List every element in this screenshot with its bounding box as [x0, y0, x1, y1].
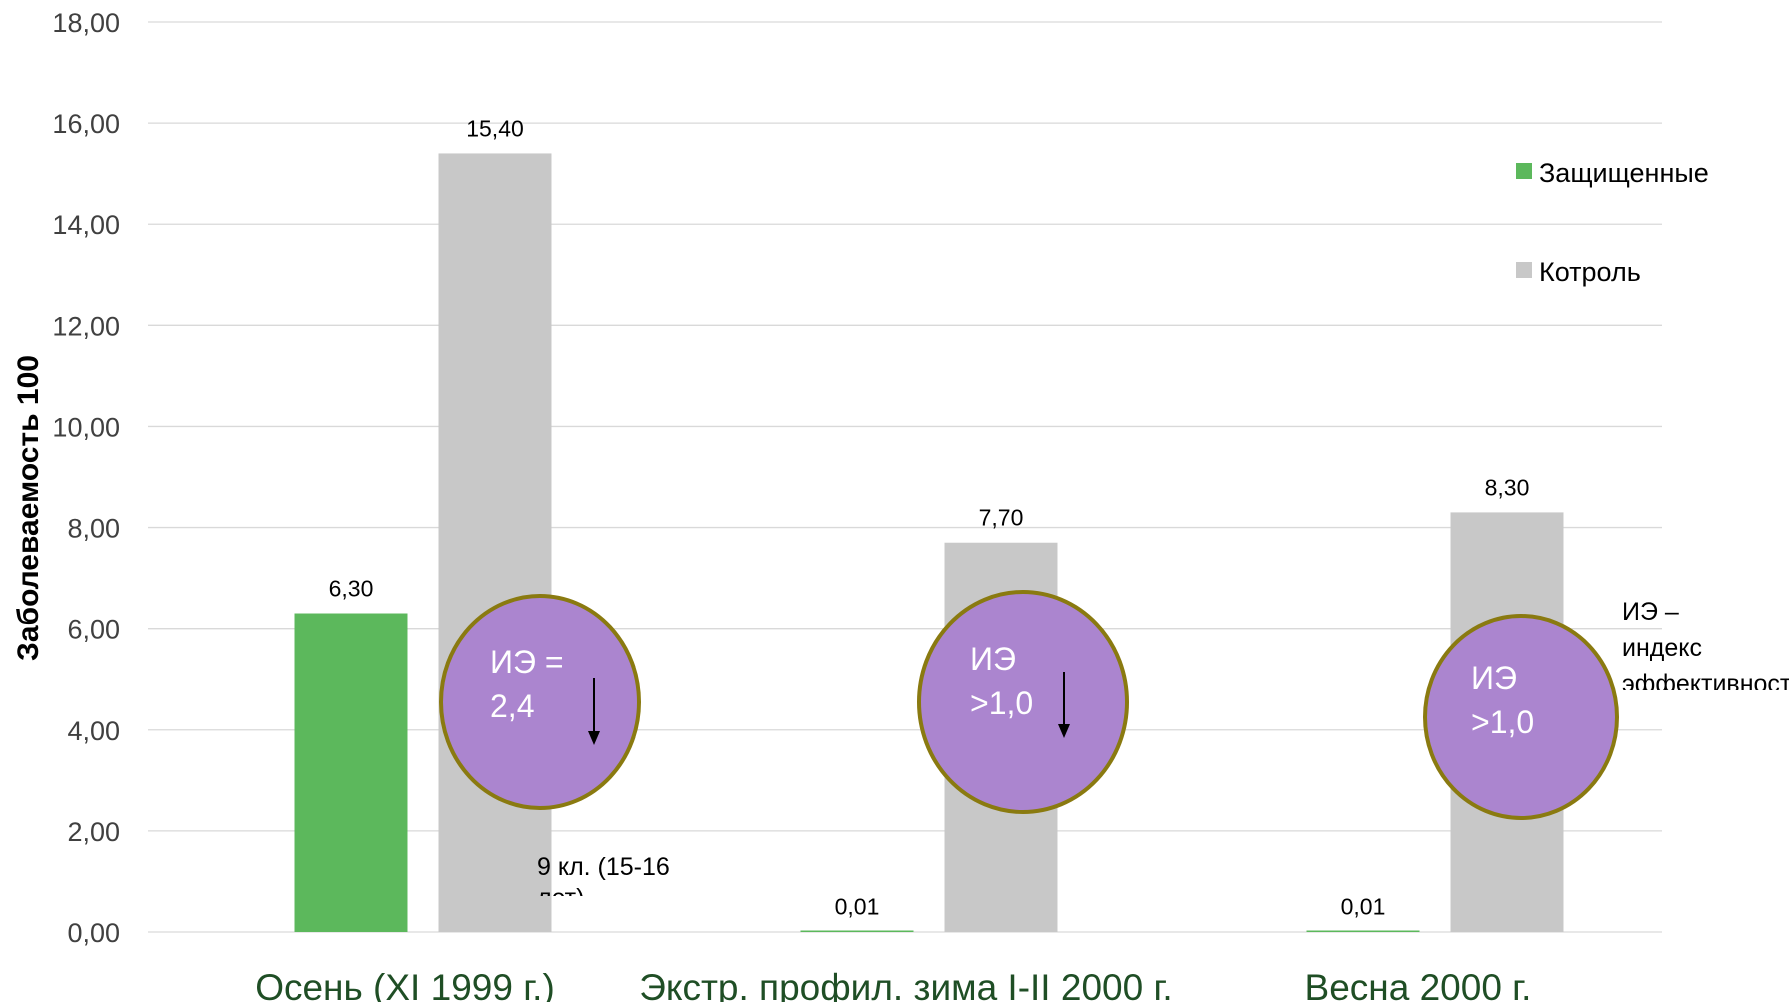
- y-tick-label: 6,00: [67, 615, 120, 645]
- circle-text: ИЭ: [970, 641, 1016, 677]
- y-axis-ticks: 0,00 2,00 4,00 6,00 8,00 10,00 12,00 14,00 16,00…: [52, 8, 120, 948]
- y-tick-label: 8,00: [67, 514, 120, 544]
- category-label: Весна 2000 г.: [1305, 967, 1532, 1002]
- y-tick-label: 2,00: [67, 817, 120, 847]
- circle-text: 2,4: [490, 688, 534, 724]
- y-axis-label: Заболеваемость 100: [12, 355, 45, 661]
- legend-label: Защищенные: [1539, 158, 1709, 188]
- legend-label: Котроль: [1539, 257, 1641, 287]
- legend-swatch: [1516, 163, 1532, 179]
- efficiency-index-circle: [1423, 614, 1619, 820]
- circle-text: >1,0: [970, 685, 1033, 721]
- efficiency-index-circle: [917, 590, 1129, 814]
- bars: [294, 153, 1564, 932]
- category-label: Экстр. профил. зима I-II 2000 г.: [639, 967, 1172, 1002]
- bar-protected-1: [294, 613, 408, 932]
- efficiency-index-circle: [439, 594, 641, 810]
- y-tick-label: 4,00: [67, 716, 120, 746]
- data-label: 15,40: [466, 115, 524, 141]
- legend-swatch: [1516, 262, 1532, 278]
- bar-protected-2: [800, 930, 914, 932]
- data-labels: 6,30 15,40 0,01 7,70 0,01 8,30: [329, 115, 1530, 919]
- legend: Защищенные Котроль: [1516, 158, 1709, 287]
- annotations: ИЭ = 2,4 ИЭ >1,0 ИЭ >1,0 9 кл. (15-16 лет) ИЭ – и…: [439, 590, 1789, 912]
- data-label: 8,30: [1485, 474, 1530, 500]
- data-label: 7,70: [979, 505, 1024, 531]
- circle-text: ИЭ =: [490, 644, 564, 680]
- down-arrow-head-icon: [588, 731, 600, 745]
- y-tick-label: 10,00: [52, 412, 120, 442]
- y-tick-label: 0,00: [67, 918, 120, 948]
- y-tick-label: 14,00: [52, 210, 120, 240]
- bar-protected-3: [1306, 930, 1420, 932]
- y-tick-label: 18,00: [52, 8, 120, 38]
- bar-control-1: [438, 153, 552, 932]
- note-right: ИЭ – индекс эффективности: [1622, 598, 1789, 698]
- y-tick-label: 16,00: [52, 109, 120, 139]
- note-right-line: ИЭ –: [1622, 598, 1679, 626]
- circle-text: ИЭ: [1471, 660, 1517, 696]
- data-label: 0,01: [835, 893, 880, 919]
- note-left-line: лет): [537, 884, 584, 912]
- note-left-line: 9 кл. (15-16: [537, 853, 670, 881]
- down-arrow-head-icon: [1058, 724, 1070, 738]
- y-tick-label: 12,00: [52, 311, 120, 341]
- category-label: Осень (XI 1999 г.): [255, 967, 555, 1002]
- category-labels: Осень (XI 1999 г.) Экстр. профил. зима I-…: [255, 967, 1531, 1002]
- note-right-line: индекс: [1622, 634, 1702, 662]
- data-label: 6,30: [329, 576, 374, 602]
- note-left: 9 кл. (15-16 лет): [537, 853, 670, 912]
- circle-text: >1,0: [1471, 704, 1534, 740]
- data-label: 0,01: [1341, 893, 1386, 919]
- note-right-line: эффективности: [1622, 670, 1789, 698]
